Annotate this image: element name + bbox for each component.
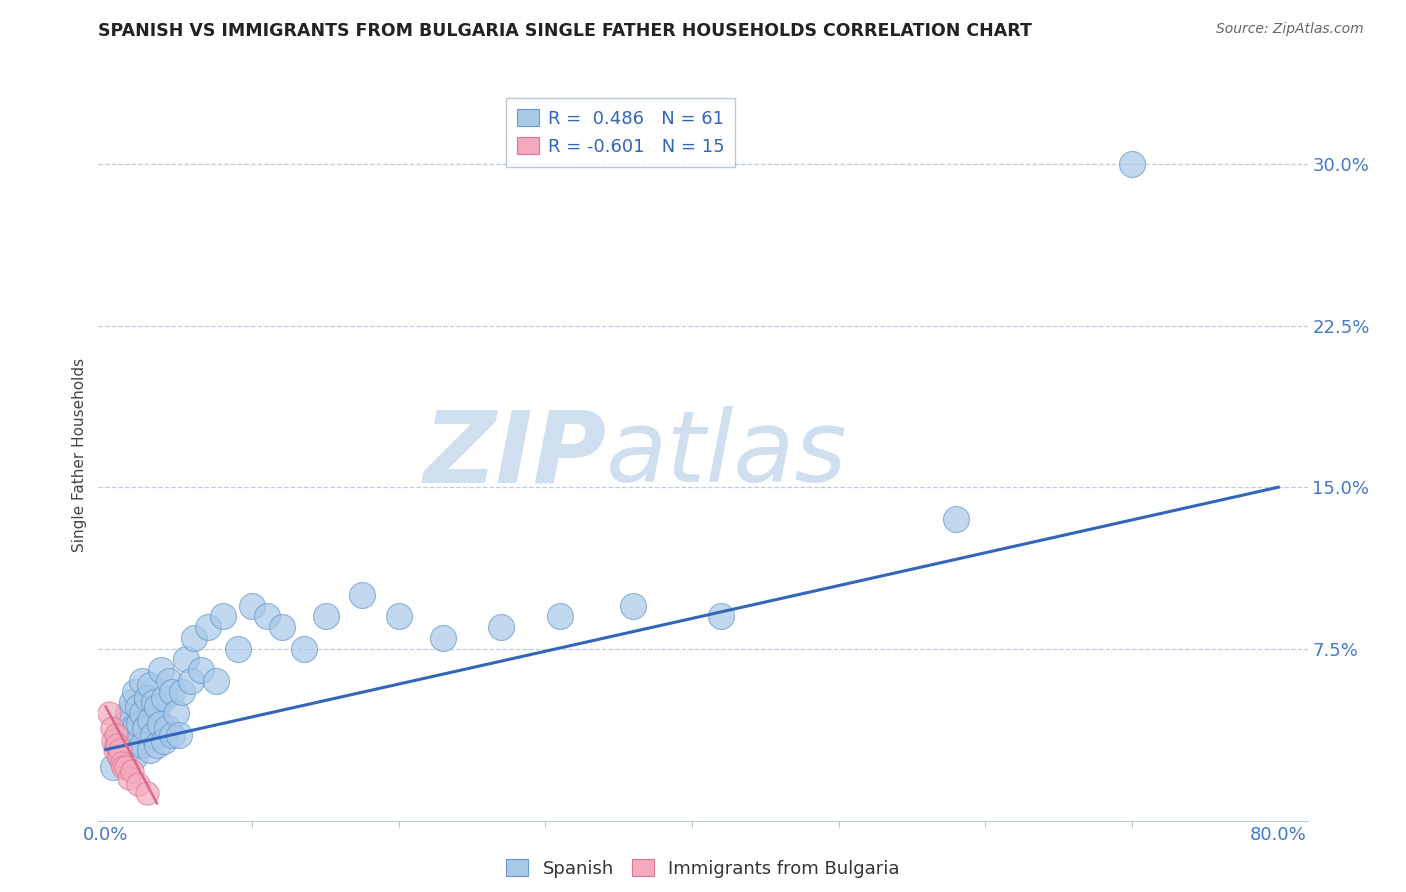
Point: [240, 599, 263, 613]
Point: [110, 742, 132, 756]
Point: [149, 716, 172, 731]
Point: [710, 609, 733, 624]
Text: SPANISH VS IMMIGRANTS FROM BULGARIA SINGLE FATHER HOUSEHOLDS CORRELATION CHART: SPANISH VS IMMIGRANTS FROM BULGARIA SING…: [98, 22, 1032, 40]
Point: [160, 728, 183, 742]
Point: [204, 673, 226, 688]
Point: [107, 739, 129, 753]
Point: [157, 673, 180, 688]
Point: [491, 620, 513, 634]
Point: [256, 609, 278, 624]
Point: [156, 721, 179, 735]
Point: [153, 734, 176, 748]
Point: [134, 721, 156, 735]
Point: [153, 691, 176, 706]
Point: [146, 699, 169, 714]
Point: [101, 734, 124, 748]
Point: [135, 691, 157, 706]
Point: [388, 609, 411, 624]
Point: [945, 512, 967, 526]
Point: [101, 760, 124, 774]
Point: [131, 673, 153, 688]
Point: [292, 641, 315, 656]
Point: [135, 786, 157, 800]
Point: [108, 749, 131, 764]
Point: [127, 699, 149, 714]
Point: [131, 706, 153, 720]
Point: [128, 716, 150, 731]
Point: [183, 631, 205, 645]
Point: [111, 756, 134, 770]
Legend: Spanish, Immigrants from Bulgaria: Spanish, Immigrants from Bulgaria: [499, 852, 907, 885]
Point: [118, 728, 141, 742]
Text: Source: ZipAtlas.com: Source: ZipAtlas.com: [1216, 22, 1364, 37]
Point: [212, 609, 235, 624]
Point: [352, 588, 374, 602]
Point: [115, 760, 138, 774]
Point: [127, 734, 149, 748]
Point: [138, 678, 160, 692]
Point: [103, 742, 125, 756]
Text: ZIP: ZIP: [423, 407, 606, 503]
Point: [117, 706, 139, 720]
Point: [124, 721, 146, 735]
Point: [118, 771, 141, 785]
Point: [142, 728, 165, 742]
Point: [121, 721, 143, 735]
Point: [105, 728, 128, 742]
Point: [143, 695, 166, 709]
Point: [160, 684, 183, 698]
Point: [165, 706, 187, 720]
Point: [167, 728, 190, 742]
Point: [121, 695, 143, 709]
Point: [548, 609, 571, 624]
Point: [621, 599, 644, 613]
Point: [315, 609, 337, 624]
Point: [190, 663, 212, 677]
Point: [270, 620, 292, 634]
Point: [112, 760, 135, 774]
Point: [432, 631, 454, 645]
Point: [124, 749, 146, 764]
Point: [180, 673, 202, 688]
Point: [197, 620, 219, 634]
Point: [121, 764, 143, 779]
Point: [100, 721, 122, 735]
Point: [127, 777, 149, 791]
Y-axis label: Single Father Households: Single Father Households: [72, 358, 87, 552]
Point: [131, 739, 153, 753]
Point: [146, 739, 169, 753]
Point: [170, 684, 193, 698]
Point: [138, 742, 160, 756]
Point: [176, 652, 198, 666]
Point: [150, 663, 173, 677]
Text: atlas: atlas: [606, 407, 848, 503]
Point: [112, 728, 135, 742]
Point: [114, 716, 136, 731]
Point: [107, 739, 129, 753]
Point: [124, 684, 146, 698]
Point: [1121, 157, 1143, 171]
Point: [138, 713, 160, 727]
Point: [97, 706, 120, 720]
Point: [110, 749, 132, 764]
Point: [226, 641, 249, 656]
Point: [117, 742, 139, 756]
